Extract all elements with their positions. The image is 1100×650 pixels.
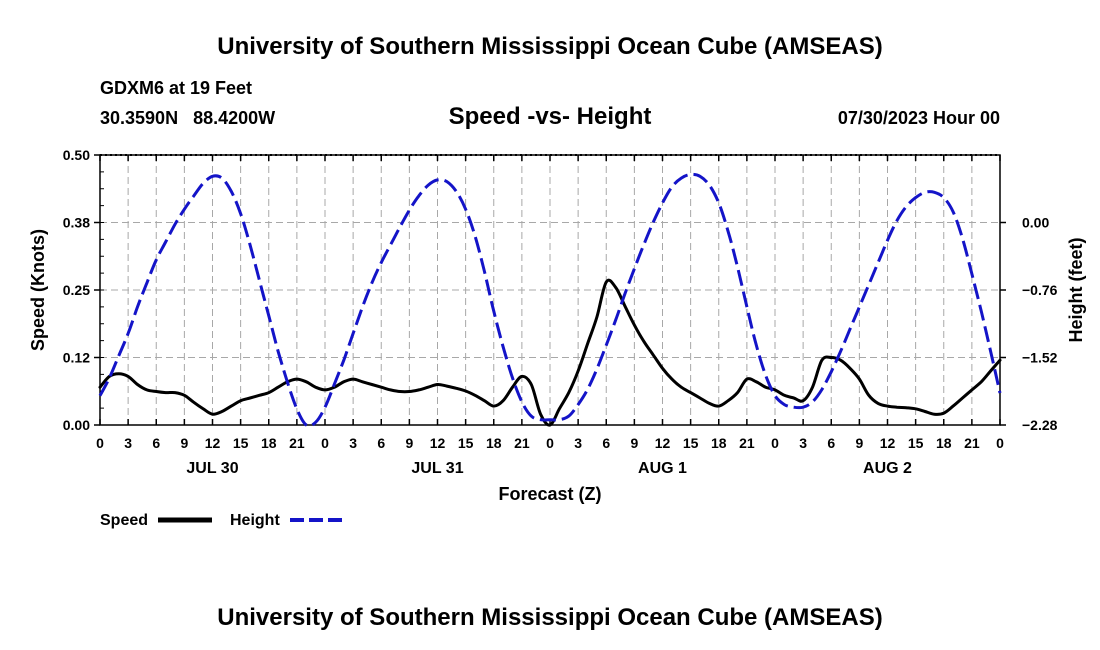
x-tick-label: 21 (739, 435, 755, 451)
legend: Speed Height (100, 512, 344, 529)
x-tick-label: 6 (377, 435, 385, 451)
x-tick-label: 0 (546, 435, 554, 451)
x-tick-label: 3 (574, 435, 582, 451)
x-tick-label: 9 (630, 435, 638, 451)
series-line-height (98, 172, 1002, 428)
x-tick-label: 18 (711, 435, 727, 451)
x-tick-label: 12 (655, 435, 671, 451)
x-tick-label: 18 (261, 435, 277, 451)
series-line-speed (98, 278, 1002, 427)
x-day-label: AUG 2 (863, 460, 912, 477)
x-tick-label: 21 (964, 435, 980, 451)
location-label: 30.3590N 88.4200W (100, 108, 275, 128)
y-right-tick-label: −1.52 (1022, 350, 1058, 366)
x-tick-label: 0 (96, 435, 104, 451)
x-day-label: JUL 30 (186, 460, 238, 477)
station-label: GDXM6 at 19 Feet (100, 78, 252, 98)
legend-height-label: Height (230, 512, 280, 529)
x-day-label: JUL 31 (411, 460, 463, 477)
y-axis-right-label: Height (feet) (1066, 238, 1086, 343)
y-axis-left-label: Speed (Knots) (28, 229, 48, 351)
y-axis-right: −2.28 −1.52 −0.76 0.00 (1000, 215, 1058, 433)
x-tick-label: 9 (855, 435, 863, 451)
x-tick-label: 12 (880, 435, 896, 451)
date-label: 07/30/2023 Hour 00 (838, 108, 1000, 128)
x-tick-label: 18 (936, 435, 952, 451)
x-tick-label: 3 (799, 435, 807, 451)
x-tick-label: 3 (124, 435, 132, 451)
chart-title-top: University of Southern Mississippi Ocean… (217, 33, 882, 60)
x-axis: 0 3 6 9 12 15 18 21 0 3 6 9 12 15 18 21 0 3 6 9 12 15 18 21 0 3 6 9… (96, 155, 1004, 477)
x-tick-label: 21 (514, 435, 530, 451)
x-tick-label: 12 (205, 435, 221, 451)
x-tick-label: 12 (430, 435, 446, 451)
y-right-tick-label: 0.00 (1022, 215, 1049, 231)
x-tick-label: 15 (683, 435, 699, 451)
y-right-tick-label: −0.76 (1022, 282, 1058, 298)
x-tick-label: 0 (996, 435, 1004, 451)
y-left-tick-label: 0.00 (63, 417, 90, 433)
x-tick-label: 0 (771, 435, 779, 451)
x-tick-label: 18 (486, 435, 502, 451)
y-axis-left: 0.00 0.12 0.25 0.38 0.50 (63, 147, 104, 433)
x-tick-label: 21 (289, 435, 305, 451)
chart-title-bottom: University of Southern Mississippi Ocean… (217, 604, 882, 631)
x-tick-label: 15 (458, 435, 474, 451)
series-layer (98, 172, 1002, 428)
x-tick-label: 0 (321, 435, 329, 451)
y-left-tick-label: 0.50 (63, 147, 90, 163)
x-axis-label: Forecast (Z) (498, 484, 601, 504)
x-tick-label: 6 (152, 435, 160, 451)
y-left-tick-label: 0.38 (63, 215, 90, 231)
y-right-tick-label: −2.28 (1022, 417, 1058, 433)
x-tick-label: 15 (908, 435, 924, 451)
x-tick-label: 15 (233, 435, 249, 451)
x-tick-label: 6 (602, 435, 610, 451)
y-left-tick-label: 0.12 (63, 350, 90, 366)
x-tick-label: 3 (349, 435, 357, 451)
x-tick-label: 9 (405, 435, 413, 451)
legend-speed-label: Speed (100, 512, 148, 529)
chart-subtitle: Speed -vs- Height (449, 103, 652, 130)
x-tick-label: 9 (180, 435, 188, 451)
x-tick-label: 6 (827, 435, 835, 451)
y-left-tick-label: 0.25 (63, 282, 90, 298)
x-day-label: AUG 1 (638, 460, 687, 477)
